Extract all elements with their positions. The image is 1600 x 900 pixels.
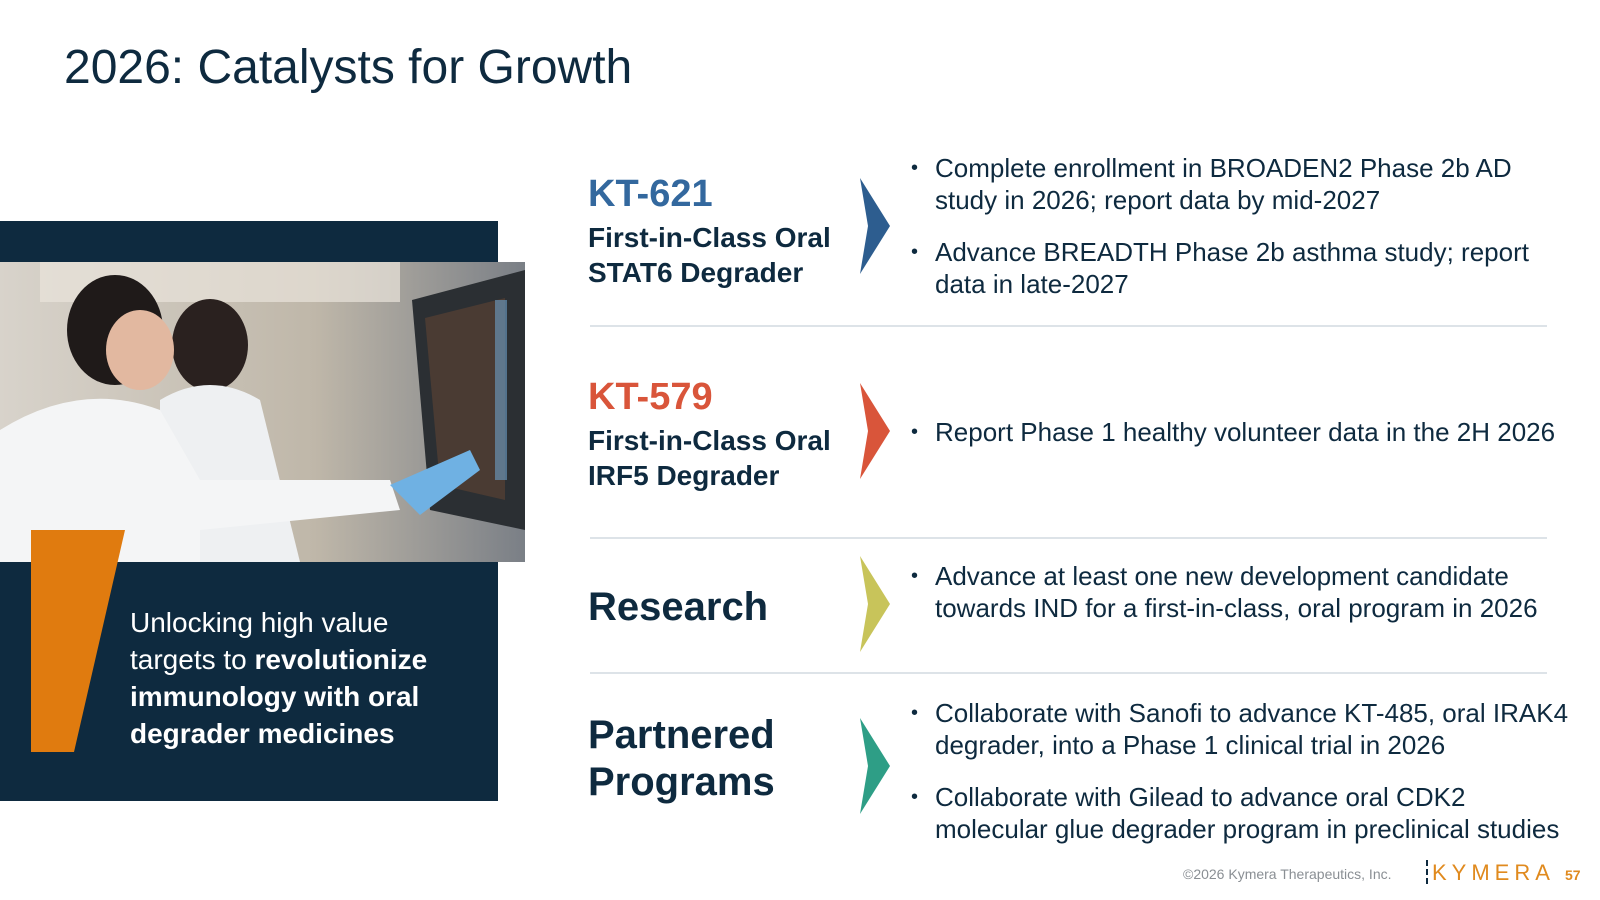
separator: [590, 537, 1547, 539]
page-number: 57: [1565, 867, 1581, 883]
separator: [590, 325, 1547, 327]
row-name: KT-579: [588, 376, 713, 418]
bullet: Advance at least one new development can…: [911, 560, 1575, 624]
logo-mark: [1426, 860, 1428, 886]
row-name: Partnered Programs: [588, 713, 775, 804]
row-subtitle: First-in-Class Oral STAT6 Degrader: [588, 222, 831, 288]
bullet: Collaborate with Gilead to advance oral …: [911, 781, 1575, 845]
bullet: Report Phase 1 healthy volunteer data in…: [911, 416, 1575, 448]
bullet: Collaborate with Sanofi to advance KT-48…: [911, 697, 1575, 761]
row-arrow: [860, 718, 890, 814]
photo-panel: [0, 221, 525, 801]
bullet-list: Complete enrollment in BROADEN2 Phase 2b…: [911, 152, 1575, 320]
accent-bar: [31, 530, 125, 752]
row-arrow: [860, 556, 890, 652]
row-name: KT-621: [588, 173, 713, 215]
caption-regular: Unlocking high value targets to: [130, 607, 389, 675]
logo: KYMERA: [1432, 860, 1555, 885]
bullet-list: Report Phase 1 healthy volunteer data in…: [911, 416, 1575, 468]
caption-bold: revolutionize immunology with oral degra…: [130, 644, 428, 749]
row-subtitle: First-in-Class Oral IRF5 Degrader: [588, 425, 831, 491]
row-arrow: [860, 178, 890, 274]
separator: [590, 672, 1547, 674]
bullet: Advance BREADTH Phase 2b asthma study; r…: [911, 236, 1575, 300]
bullet-list: Collaborate with Sanofi to advance KT-48…: [911, 697, 1575, 865]
slide-title: 2026: Catalysts for Growth: [64, 41, 633, 94]
copyright: ©2026 Kymera Therapeutics, Inc.: [1183, 866, 1392, 882]
caption: Unlocking high value targets to revoluti…: [130, 604, 480, 752]
bullet: Complete enrollment in BROADEN2 Phase 2b…: [911, 152, 1575, 216]
bullet-list: Advance at least one new development can…: [911, 560, 1575, 644]
row-name: Research: [588, 585, 769, 629]
row-arrow: [860, 383, 890, 479]
